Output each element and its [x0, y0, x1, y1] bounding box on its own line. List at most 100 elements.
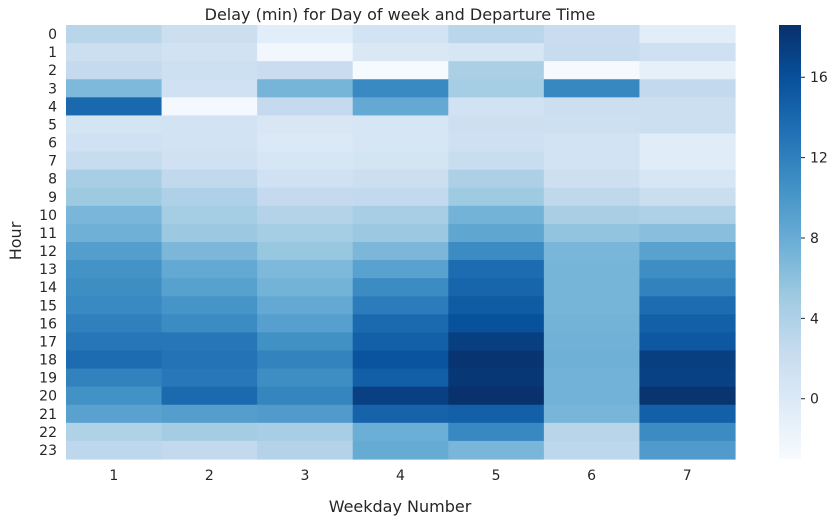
y-tick-label: 11	[39, 226, 57, 242]
heatmap-cell	[161, 205, 258, 225]
heatmap-cell	[448, 151, 545, 171]
heatmap-cell	[543, 151, 641, 171]
heatmap-cell	[66, 296, 163, 315]
heatmap-cell	[352, 133, 449, 153]
heatmap-cell	[448, 422, 545, 442]
heatmap-cell	[639, 115, 736, 135]
x-tick-label: 4	[396, 468, 405, 484]
y-tick-label: 3	[48, 81, 57, 97]
heatmap-cell	[543, 187, 641, 207]
heatmap-cell	[66, 260, 163, 279]
x-tick-label: 2	[205, 468, 214, 484]
heatmap-cell	[543, 278, 641, 297]
y-tick-label: 0	[48, 27, 57, 43]
heatmap-cell	[448, 223, 545, 243]
heatmap-cell	[448, 205, 545, 225]
heatmap-cell	[448, 296, 545, 315]
heatmap-cell	[639, 278, 736, 297]
heatmap-cell	[352, 314, 449, 334]
heatmap-cell	[66, 133, 163, 153]
y-tick-label: 14	[39, 280, 57, 296]
heatmap-cell	[66, 368, 163, 388]
heatmap-cell	[257, 386, 354, 406]
heatmap-cell	[161, 187, 258, 207]
y-tick-label: 19	[39, 371, 57, 387]
y-tick-label: 22	[39, 425, 57, 441]
colorbar-ticks: 0 4 8 12 16	[801, 70, 828, 408]
heatmap-cell	[66, 25, 163, 44]
y-tick-label: 15	[39, 298, 57, 314]
heatmap-cell	[161, 169, 258, 189]
heatmap-cell	[543, 368, 641, 388]
y-tick-label: 1	[48, 45, 57, 61]
heatmap-cell	[352, 25, 449, 44]
heatmap-cell	[257, 61, 354, 80]
heatmap-cell	[257, 422, 354, 442]
x-tick-label: 6	[587, 468, 596, 484]
x-tick-label: 1	[109, 468, 118, 484]
heatmap-cell	[161, 260, 258, 279]
y-tick-label: 7	[48, 154, 57, 170]
heatmap-cell	[448, 43, 545, 62]
heatmap-cell	[448, 368, 545, 388]
heatmap-cell	[352, 205, 449, 225]
heatmap-cell	[66, 386, 163, 406]
heatmap-cell	[543, 79, 641, 98]
heatmap-cell	[257, 242, 354, 261]
heatmap-cell	[448, 97, 545, 117]
heatmap-cell	[161, 440, 258, 460]
heatmap-cell	[257, 278, 354, 297]
heatmap-cell	[352, 386, 449, 406]
y-tick-label: 18	[39, 353, 57, 369]
heatmap-cell	[352, 296, 449, 315]
heatmap-cell	[257, 314, 354, 334]
y-tick-label: 16	[39, 316, 57, 332]
heatmap-cell	[257, 404, 354, 424]
heatmap-cell	[161, 350, 258, 370]
heatmap-cell	[543, 440, 641, 460]
heatmap-cell	[161, 61, 258, 80]
heatmap-cell	[448, 187, 545, 207]
heatmap-cell	[543, 133, 641, 153]
x-axis-ticks: 1 2 3 4 5 6 7	[109, 468, 691, 484]
heatmap-cell	[257, 133, 354, 153]
heatmap-cell	[448, 260, 545, 279]
heatmap-cell	[352, 278, 449, 297]
heatmap-cell	[543, 386, 641, 406]
y-tick-label: 4	[48, 99, 57, 115]
heatmap-cell	[543, 242, 641, 261]
heatmap-cell	[448, 79, 545, 98]
heatmap-cell	[543, 404, 641, 424]
heatmap-cell	[161, 151, 258, 171]
heatmap-cell	[257, 223, 354, 243]
heatmap-cell	[161, 43, 258, 62]
heatmap-cell	[352, 332, 449, 352]
heatmap-cell	[639, 223, 736, 243]
y-tick-label: 10	[39, 208, 57, 224]
colorbar-tick-label: 12	[810, 151, 828, 167]
heatmap-cell	[161, 133, 258, 153]
heatmap-cell	[352, 115, 449, 135]
heatmap-cell	[161, 278, 258, 297]
colorbar	[779, 25, 801, 459]
chart-title: Delay (min) for Day of week and Departur…	[205, 5, 596, 24]
heatmap-cell	[448, 314, 545, 334]
heatmap-cell	[66, 79, 163, 98]
heatmap-cell	[257, 79, 354, 98]
heatmap-cell	[66, 61, 163, 80]
heatmap-cell	[639, 79, 736, 98]
heatmap-cell	[161, 79, 258, 98]
heatmap-cell	[543, 115, 641, 135]
heatmap-cell	[448, 404, 545, 424]
heatmap-cell	[639, 169, 736, 189]
x-tick-label: 3	[300, 468, 309, 484]
heatmap-cell	[352, 223, 449, 243]
heatmap-cell	[352, 260, 449, 279]
heatmap-cell	[257, 368, 354, 388]
heatmap-cell	[543, 350, 641, 370]
heatmap-cell	[639, 386, 736, 406]
heatmap-cell	[639, 43, 736, 62]
heatmap-cell	[66, 404, 163, 424]
heatmap-cell	[543, 422, 641, 442]
